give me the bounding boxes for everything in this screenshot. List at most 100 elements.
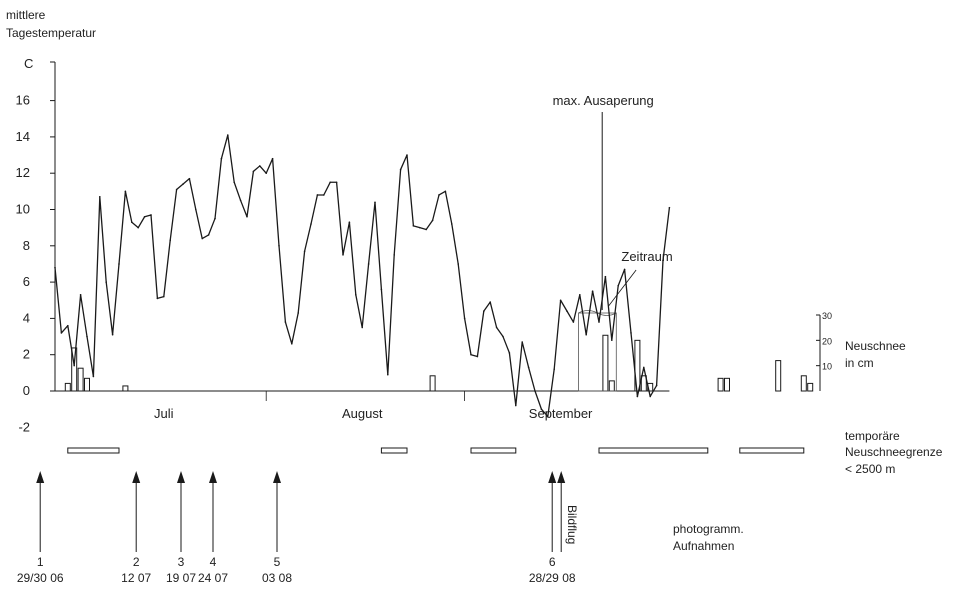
temperature-point xyxy=(630,332,632,334)
temperature-point xyxy=(86,335,88,338)
neuschneegrenze-label-line-2: Neuschneegrenze xyxy=(845,445,943,459)
temperature-point xyxy=(540,408,543,410)
temperature-point xyxy=(207,234,210,236)
temperature-point xyxy=(406,154,408,156)
temperature-point xyxy=(348,221,351,224)
y-axis-title-line-1: mittlere xyxy=(6,8,46,22)
neuschneegrenze-label-line-1: temporäre xyxy=(845,429,900,443)
temperature-point xyxy=(495,326,498,329)
snow-axis: 30 20 10 xyxy=(816,311,832,391)
y-axis-unit: C xyxy=(24,56,33,71)
flight-number: 6 xyxy=(549,555,556,569)
temperature-point xyxy=(463,317,466,320)
snow-axis-tick-label: 10 xyxy=(822,362,832,372)
temperature-point xyxy=(515,404,517,407)
temperature-point xyxy=(572,321,575,323)
temperature-point xyxy=(508,352,511,354)
temperature-point xyxy=(643,366,645,369)
temperature-point xyxy=(73,364,75,367)
temperature-point xyxy=(438,194,440,196)
temperature-point xyxy=(297,312,300,314)
temperature-point xyxy=(470,353,472,356)
temperature-point xyxy=(284,321,287,323)
flight-number: 2 xyxy=(133,555,140,569)
temperature-point xyxy=(342,254,344,256)
temperature-point xyxy=(611,339,613,341)
temperature-point xyxy=(99,195,101,198)
y-tick-label: 12 xyxy=(16,165,30,180)
neuschneegrenze-bar xyxy=(67,447,120,454)
neuschneegrenze-bar xyxy=(598,447,709,454)
temperature-point xyxy=(118,263,120,265)
snow-bar xyxy=(724,377,730,392)
temperature-point xyxy=(559,299,562,302)
flight-date: 24 07 xyxy=(198,571,228,585)
temperature-point xyxy=(617,284,619,287)
temperature-point xyxy=(355,294,357,296)
snow-bars xyxy=(64,334,814,392)
snow-bar xyxy=(77,367,84,392)
snow-axis-tick-label: 20 xyxy=(822,336,832,346)
temperature-point xyxy=(54,266,56,269)
temperature-point xyxy=(399,168,402,171)
temperature-point xyxy=(227,134,229,136)
snow-bar xyxy=(84,377,90,392)
temperature-point xyxy=(137,226,139,229)
neuschneegrenze-bar xyxy=(380,447,408,454)
temperature-point xyxy=(329,181,332,184)
temperature-point xyxy=(131,221,133,224)
flight-arrow-head xyxy=(273,471,281,483)
temperature-point xyxy=(201,237,203,240)
flight-arrow-head xyxy=(177,471,185,483)
temperature-point xyxy=(585,333,587,336)
flight-date: 28/29 08 xyxy=(529,571,576,585)
temperature-line xyxy=(54,134,671,418)
snow-bar xyxy=(122,385,129,392)
temperature-point xyxy=(246,215,248,218)
temperature-point xyxy=(265,172,268,174)
temperature-point xyxy=(335,181,338,184)
temperature-point xyxy=(566,310,568,312)
temperature-point xyxy=(374,201,376,204)
temperature-point xyxy=(598,321,600,323)
right-labels: Neuschnee in cm temporäre Neuschneegrenz… xyxy=(673,339,943,553)
temperature-point xyxy=(220,157,223,160)
temperature-point xyxy=(291,343,293,345)
temperature-point xyxy=(534,390,536,392)
temperature-point xyxy=(662,259,664,262)
temperature-point xyxy=(124,190,127,193)
temperature-point xyxy=(444,190,447,193)
temperature-point xyxy=(105,281,107,283)
temperature-point xyxy=(271,157,274,160)
temperature-point xyxy=(367,263,370,265)
temperature-point xyxy=(425,228,428,231)
photo-flights: 1 29/30 06 2 12 07 3 19 07 4 24 07 5 03 08 6 28/29 … xyxy=(17,471,579,585)
y-tick-label: 4 xyxy=(23,310,30,325)
temperature-point xyxy=(387,373,389,376)
temperature-point xyxy=(393,254,396,256)
temperature-point xyxy=(169,239,171,242)
flight-arrow-head xyxy=(209,471,217,483)
flight-date: 19 07 xyxy=(166,571,196,585)
temperature-point xyxy=(419,226,421,229)
snow-bar xyxy=(807,382,814,392)
neuschnee-label-line-2: in cm xyxy=(845,356,874,370)
temperature-point xyxy=(457,263,460,265)
flight-arrow-head xyxy=(36,471,45,483)
snow-bar xyxy=(800,375,807,392)
temperature-point xyxy=(649,395,651,398)
temperature-point xyxy=(623,268,626,271)
y-tick-label: -2 xyxy=(18,419,30,434)
month-label: September xyxy=(529,406,593,421)
y-tick-label: 16 xyxy=(16,93,30,108)
month-labels: Juli August September xyxy=(154,391,593,421)
temperature-point xyxy=(111,333,114,336)
flight-date: 29/30 06 xyxy=(17,571,64,585)
neuschneegrenze-bar xyxy=(739,447,805,454)
temperature-point xyxy=(60,332,63,334)
neuschneegrenze-label-line-3: < 2500 m xyxy=(845,462,895,476)
y-tick-label: 10 xyxy=(16,202,30,217)
temperature-point xyxy=(310,223,312,225)
temperature-point xyxy=(636,395,639,398)
month-label: August xyxy=(342,406,383,421)
